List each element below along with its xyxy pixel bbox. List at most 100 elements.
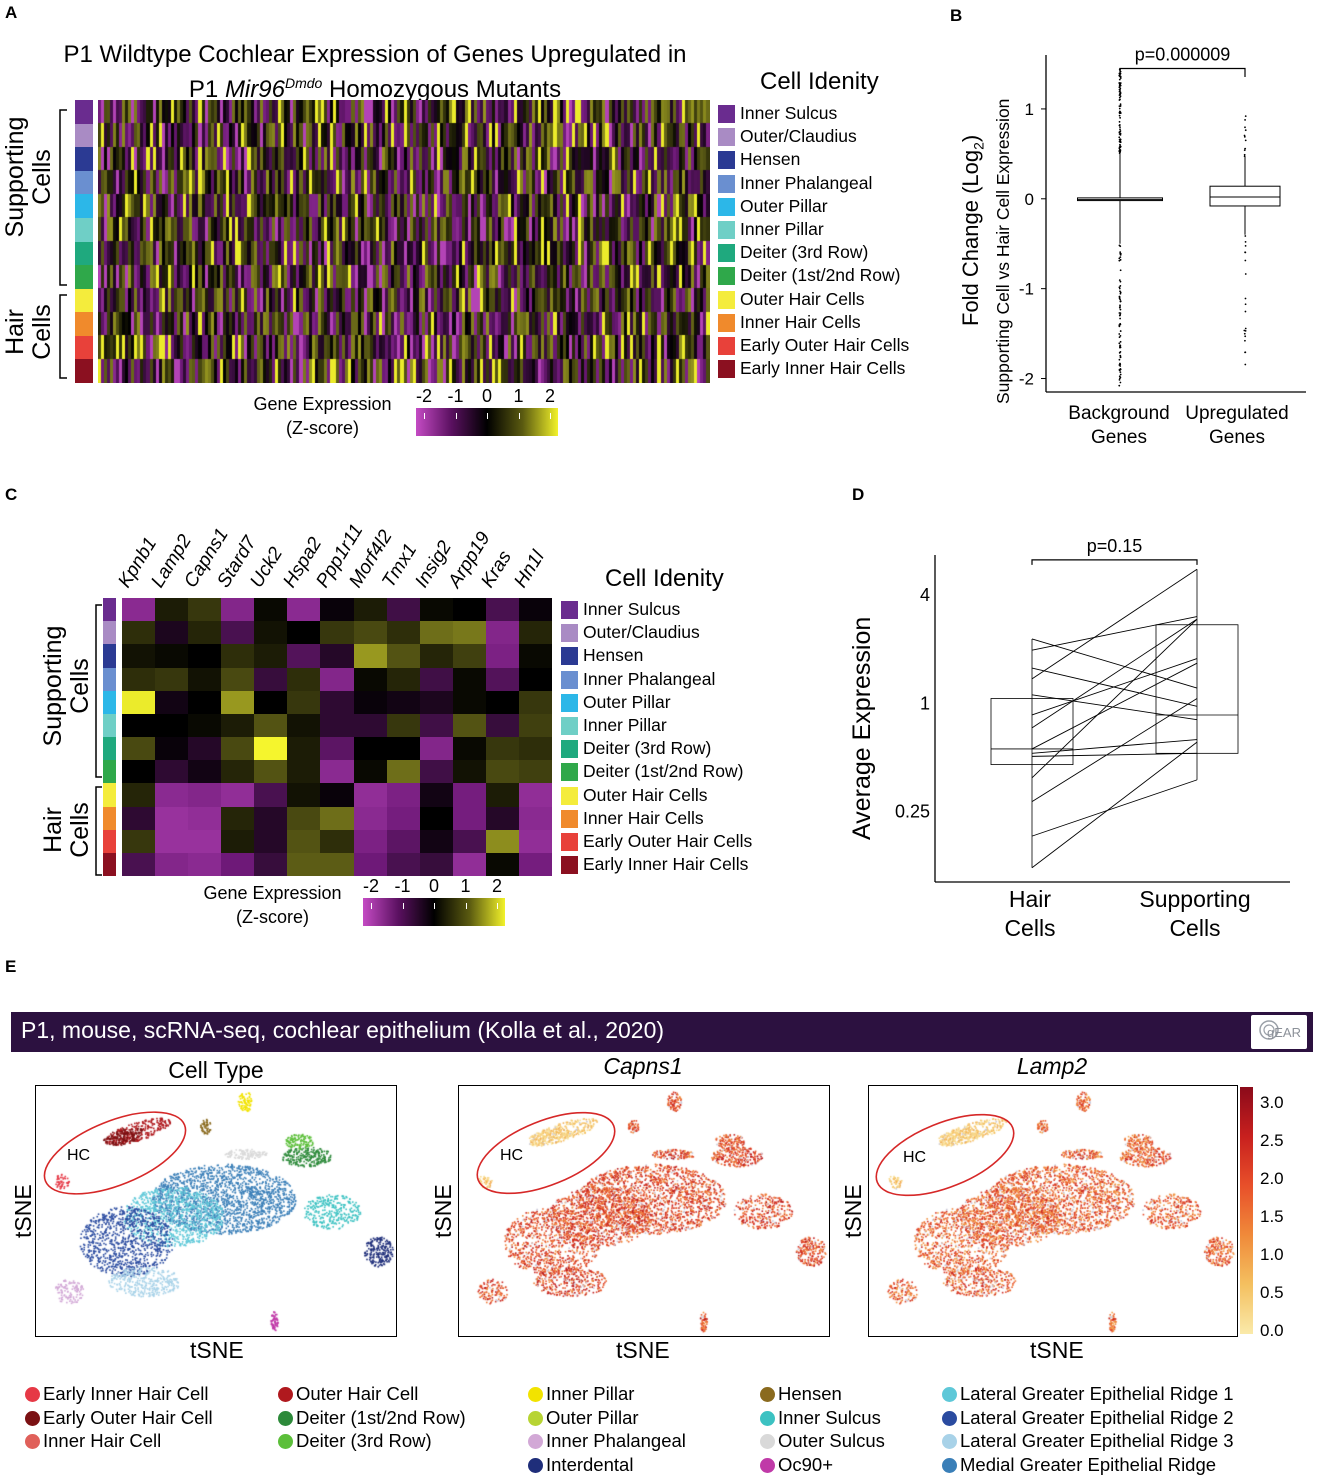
legend-item-label: Inner Phalangeal [740,172,873,193]
panel-d-ylabel: Average Expression [848,616,876,840]
tsne-plot-1-title: Cell Type [168,1057,264,1083]
panel-a-legend-title: Cell Idenity [760,68,879,95]
heatmap-cell [221,598,255,622]
b-outlier [1119,317,1122,320]
legend-swatch [561,740,578,759]
heatmap-cell [155,621,189,645]
tsne-plot-2-title: Capns1 [603,1053,683,1079]
heatmap-cell [254,667,288,692]
heatmap-cell [320,829,355,854]
heatmap-cell [221,806,255,831]
identity-swatch [75,194,93,219]
b-outlier [1119,344,1121,347]
heatmap-cell [419,598,454,622]
b-outlier [1119,252,1122,255]
b-outlier [1243,149,1246,152]
heatmap-cell [518,598,552,622]
heatmap-cell [287,598,322,622]
legend-dot [942,1410,957,1426]
d-paired-line [1031,618,1198,779]
panel-a-brackets [59,109,67,379]
tsne-ylabel-1: tSNE [10,1184,36,1238]
panel-c-colorbar-label-2: (Z-score) [236,907,309,927]
panel-a-supporting-label: Supporting Cells [1,102,56,252]
heatmap-cell [155,760,189,784]
b-outlier [1119,313,1122,316]
b-outlier [1119,84,1122,87]
heatmap-cell [518,783,552,808]
b-outlier [1118,147,1121,150]
heatmap-cell [188,713,222,738]
heatmap-cell [254,621,288,645]
legend-dot [278,1434,293,1449]
legend-dot [528,1434,543,1449]
heatmap-cell [419,783,454,808]
panel-a-title-gene: Mir96 [224,76,285,103]
heatmap-cell [287,829,322,854]
heatmap-cell [452,737,487,761]
legend-swatch [561,856,578,875]
identity-swatch [103,760,116,784]
heatmap-cell [254,690,288,715]
heatmap-cell [353,644,388,669]
heatmap-cell [188,783,222,808]
b-outlier [1244,126,1246,129]
heatmap-cell [254,806,288,831]
b-outlier [1119,290,1121,293]
legend-dot [25,1387,40,1402]
heatmap-cell [287,760,322,784]
b-outlier [1244,245,1247,247]
heatmap-cell [188,829,222,854]
b-outlier [1119,312,1122,315]
heatmap-cell [320,760,355,784]
panel-a-supporting-1: Supporting [1,116,29,238]
panel-a-supporting-2: Cells [28,149,56,205]
heatmap-cell [320,644,355,669]
heatmap-cell [287,737,322,761]
heatmap-cell [320,783,355,808]
b-outlier [1244,115,1247,118]
legend-dot [760,1387,775,1402]
heatmap-cell [419,852,454,876]
panel-b-xcat-1: Background Genes [1060,402,1178,450]
b-outlier [1119,103,1122,106]
heatmap-cell [485,806,520,831]
panel-c-colorbar [363,898,505,926]
b-outlier [1244,329,1247,332]
d-paired-line [1031,568,1198,680]
panel-label-c: C [5,485,18,504]
panel-b-ylabel-close: ) [958,134,983,143]
heatmap-cell [122,852,156,876]
b-outlier [1119,143,1121,146]
colorbar-tick-label: 2 [544,386,555,406]
b-outlier [1243,153,1246,156]
b-outlier [1118,259,1121,262]
heatmap-cell [254,783,288,808]
d-ytick-label: 4 [920,585,930,605]
heatmap-cell [419,690,454,715]
heatmap-cell [254,713,288,738]
legend-item-label: Early Outer Hair Cells [740,335,910,355]
colorbar-tick-mark [487,413,488,419]
legend-item-label: Early Outer Hair Cells [583,831,753,851]
legend-item-label: Inner Pillar [583,715,667,735]
legend-label: Lateral Greater Epithelial Ridge 2 [960,1406,1234,1428]
heatmap-cell [122,713,156,738]
colorbar-tick-label: 2 [491,876,502,896]
heatmap-cell [485,667,520,692]
gear-logo: gEAR [1251,1015,1307,1049]
heatmap-cell [452,621,487,645]
tsne-plot-2 [458,1085,830,1337]
legend-label: Interdental [546,1453,634,1475]
b-pvalue: p=0.000009 [1135,44,1231,64]
heatmap-cell [353,829,388,854]
heatmap-cell [452,806,487,831]
legend-item-label: Deiter (3rd Row) [740,242,869,263]
heatmap-cell [287,690,322,715]
heatmap-cell [419,667,454,692]
legend-dot [528,1457,543,1473]
heatmap-cell [452,690,487,715]
heatmap-cell [188,760,222,784]
heatmap-cell [518,737,552,761]
panel-c-supporting-label: Supporting Cells [39,606,94,766]
